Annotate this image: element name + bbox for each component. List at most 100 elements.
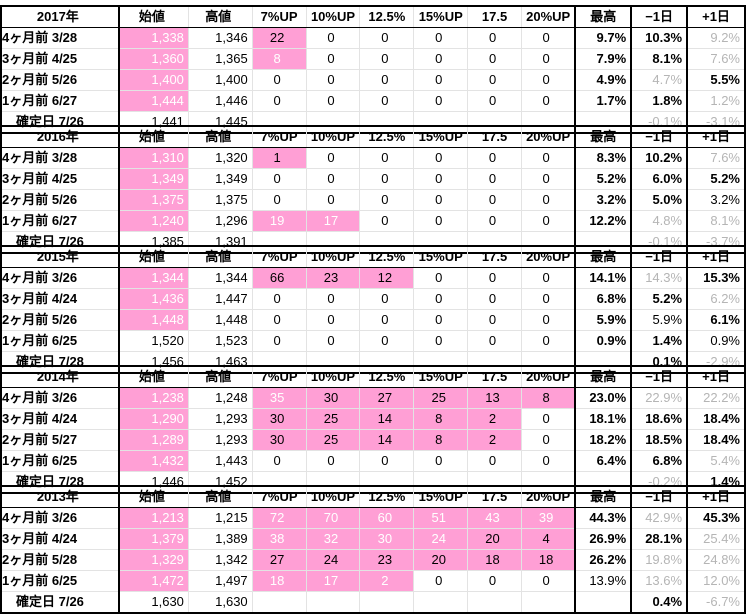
final-minus1[interactable]: 0.4% [630,591,688,614]
cell-pct-15up[interactable]: 0 [413,147,469,169]
header-max[interactable]: 最高 [574,245,632,268]
header-minus1[interactable]: −1日 [630,485,688,508]
cell-pct-20up[interactable]: 0 [520,27,576,49]
cell-plus1[interactable]: 12.0% [686,570,746,592]
header-pct-10up[interactable]: 10%UP [305,245,361,268]
cell-high[interactable]: 1,400 [187,69,253,91]
final-label[interactable]: 確定日 7/26 [0,591,120,614]
cell-plus1[interactable]: 18.4% [686,408,746,430]
header-pct-17-5[interactable]: 17.5 [467,365,522,388]
cell-max[interactable]: 6.8% [574,288,632,310]
cell-pct-20up[interactable]: 8 [520,387,576,409]
cell-open[interactable]: 1,375 [117,189,189,211]
cell-minus1[interactable]: 4.8% [630,210,688,232]
header-plus1[interactable]: +1日 [686,245,746,268]
cell-pct-17-5[interactable]: 0 [467,210,522,232]
cell-pct-7up[interactable]: 0 [251,189,307,211]
row-label[interactable]: 2ヶ月前 5/28 [0,549,120,571]
cell-open[interactable]: 1,240 [117,210,189,232]
final-high[interactable]: 1,630 [187,591,253,614]
cell-open[interactable]: 1,338 [117,27,189,49]
cell-pct-7up[interactable]: 0 [251,69,307,91]
cell-minus1[interactable]: 5.2% [630,288,688,310]
final-empty-cell[interactable] [467,591,522,614]
row-label[interactable]: 1ヶ月前 6/27 [0,210,120,232]
cell-plus1[interactable]: 6.1% [686,309,746,331]
header-pct-20up[interactable]: 20%UP [520,125,576,148]
cell-pct-10up[interactable]: 17 [305,210,361,232]
cell-pct-12-5[interactable]: 0 [359,147,415,169]
cell-pct-17-5[interactable]: 0 [467,189,522,211]
cell-minus1[interactable]: 4.7% [630,69,688,91]
cell-high[interactable]: 1,365 [187,48,253,70]
cell-pct-20up[interactable]: 0 [520,189,576,211]
cell-open[interactable]: 1,444 [117,90,189,112]
cell-minus1[interactable]: 1.4% [630,330,688,352]
cell-plus1[interactable]: 25.4% [686,528,746,550]
header-pct-15up[interactable]: 15%UP [413,125,469,148]
cell-pct-15up[interactable]: 0 [413,330,469,352]
cell-minus1[interactable]: 10.3% [630,27,688,49]
header-max[interactable]: 最高 [574,125,632,148]
cell-minus1[interactable]: 13.6% [630,570,688,592]
cell-open[interactable]: 1,360 [117,48,189,70]
cell-pct-20up[interactable]: 4 [520,528,576,550]
cell-pct-10up[interactable]: 23 [305,267,361,289]
row-label[interactable]: 2ヶ月前 5/26 [0,309,120,331]
cell-pct-17-5[interactable]: 0 [467,570,522,592]
header-pct-17-5[interactable]: 17.5 [467,485,522,508]
cell-high[interactable]: 1,443 [187,450,253,472]
cell-minus1[interactable]: 8.1% [630,48,688,70]
cell-pct-12-5[interactable]: 0 [359,168,415,190]
header-plus1[interactable]: +1日 [686,125,746,148]
row-label[interactable]: 2ヶ月前 5/26 [0,69,120,91]
cell-open[interactable]: 1,432 [117,450,189,472]
cell-pct-15up[interactable]: 0 [413,168,469,190]
row-label[interactable]: 1ヶ月前 6/25 [0,330,120,352]
cell-pct-15up[interactable]: 0 [413,210,469,232]
cell-max[interactable]: 14.1% [574,267,632,289]
cell-pct-17-5[interactable]: 0 [467,450,522,472]
header-open[interactable]: 始値 [117,365,189,388]
cell-pct-7up[interactable]: 22 [251,27,307,49]
row-label[interactable]: 3ヶ月前 4/24 [0,528,120,550]
row-label[interactable]: 4ヶ月前 3/26 [0,267,120,289]
header-pct-12-5[interactable]: 12.5% [359,125,415,148]
cell-pct-20up[interactable]: 0 [520,90,576,112]
cell-pct-20up[interactable]: 0 [520,147,576,169]
cell-pct-12-5[interactable]: 0 [359,90,415,112]
cell-pct-12-5[interactable]: 30 [359,528,415,550]
cell-pct-12-5[interactable]: 14 [359,408,415,430]
cell-open[interactable]: 1,400 [117,69,189,91]
cell-minus1[interactable]: 14.3% [630,267,688,289]
cell-high[interactable]: 1,342 [187,549,253,571]
cell-pct-17-5[interactable]: 0 [467,147,522,169]
header-pct-20up[interactable]: 20%UP [520,485,576,508]
cell-pct-17-5[interactable]: 2 [467,408,522,430]
cell-minus1[interactable]: 42.9% [630,507,688,529]
header-pct-15up[interactable]: 15%UP [413,365,469,388]
header-minus1[interactable]: −1日 [630,365,688,388]
cell-minus1[interactable]: 18.5% [630,429,688,451]
cell-pct-20up[interactable]: 0 [520,267,576,289]
cell-pct-17-5[interactable]: 2 [467,429,522,451]
cell-pct-20up[interactable]: 0 [520,309,576,331]
cell-pct-10up[interactable]: 0 [305,27,361,49]
year-label[interactable]: 2017年 [0,5,120,28]
row-label[interactable]: 4ヶ月前 3/28 [0,147,120,169]
cell-plus1[interactable]: 8.1% [686,210,746,232]
header-pct-7up[interactable]: 7%UP [251,365,307,388]
cell-high[interactable]: 1,293 [187,408,253,430]
cell-pct-7up[interactable]: 19 [251,210,307,232]
cell-minus1[interactable]: 1.8% [630,90,688,112]
row-label[interactable]: 2ヶ月前 5/27 [0,429,120,451]
cell-pct-20up[interactable]: 0 [520,168,576,190]
cell-pct-12-5[interactable]: 0 [359,189,415,211]
cell-plus1[interactable]: 24.8% [686,549,746,571]
cell-pct-17-5[interactable]: 13 [467,387,522,409]
cell-pct-15up[interactable]: 0 [413,189,469,211]
row-label[interactable]: 3ヶ月前 4/25 [0,48,120,70]
cell-pct-20up[interactable]: 39 [520,507,576,529]
cell-pct-17-5[interactable]: 0 [467,90,522,112]
cell-pct-12-5[interactable]: 0 [359,450,415,472]
